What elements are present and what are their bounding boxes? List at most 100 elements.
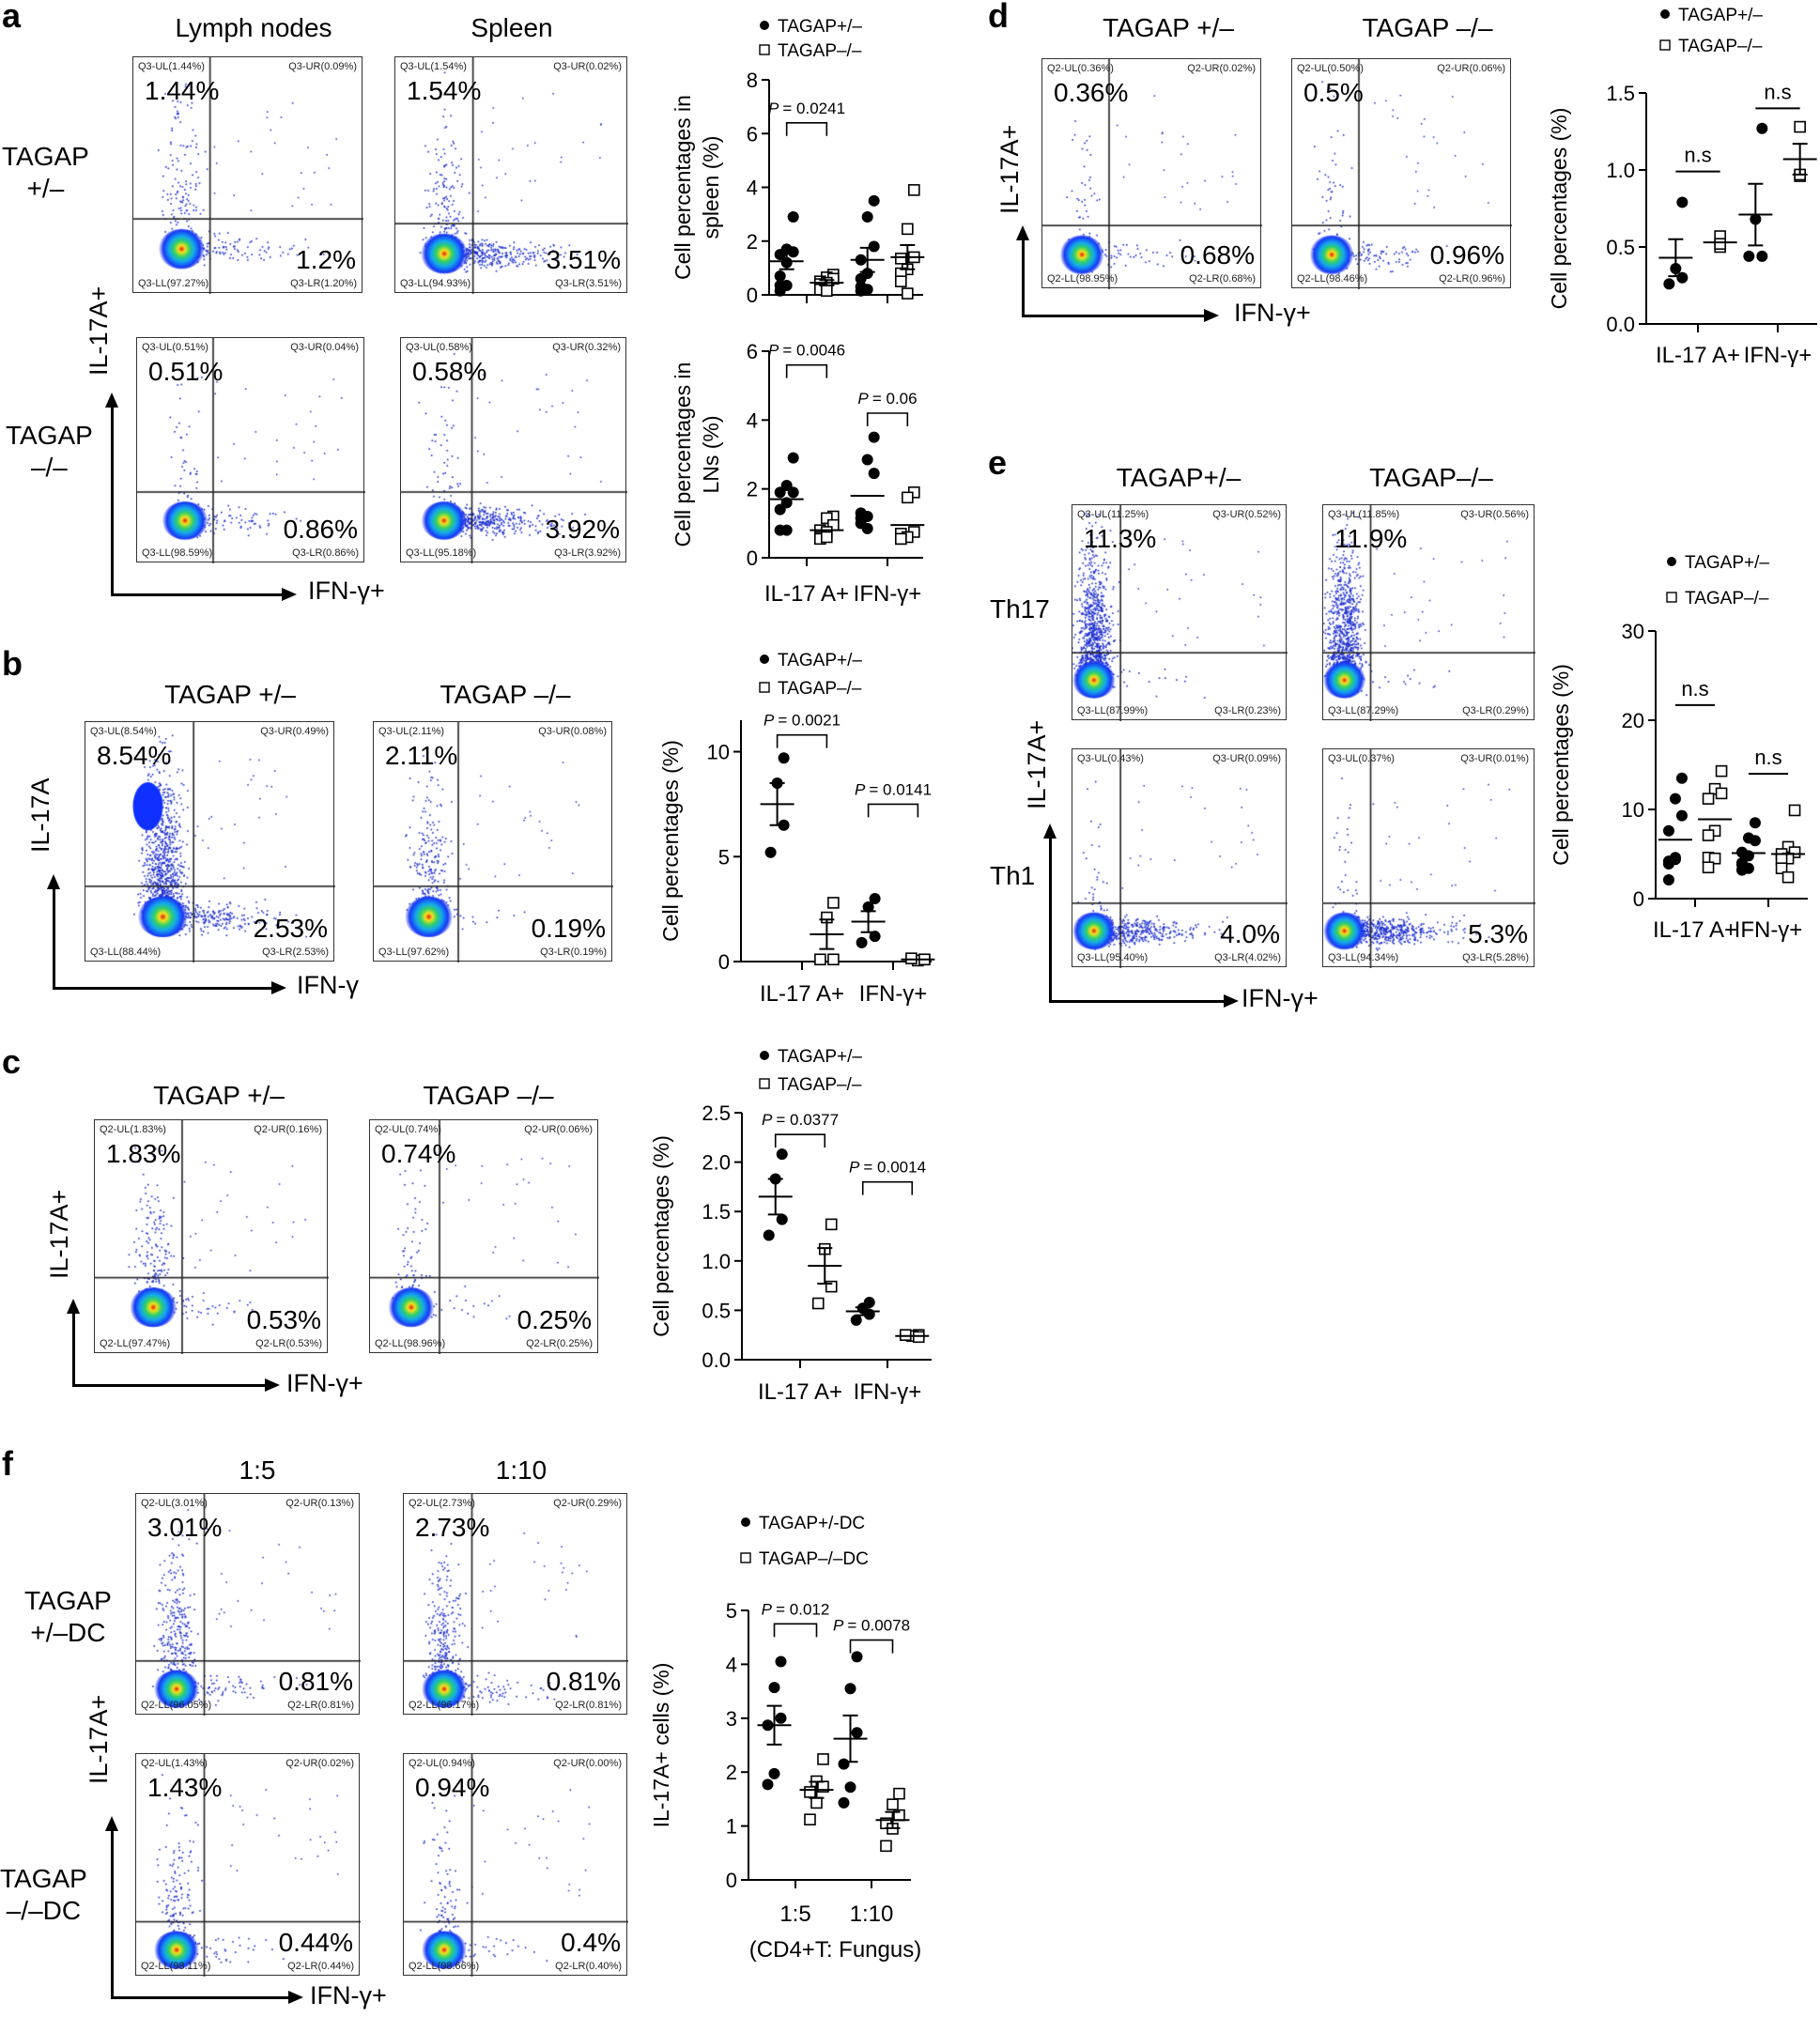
data-point-ko — [902, 223, 914, 236]
y-tick-label: 0.0 — [702, 1348, 731, 1372]
y-tick-label: 1 — [726, 1815, 737, 1839]
y-axis-arrow — [71, 1308, 75, 1385]
flow-cytometry-plot: Q3-UL(1.44%) Q3-UR(0.09%) Q3-LL(97.27%) Q3-… — [132, 56, 363, 294]
arrowhead-up-icon — [67, 1299, 80, 1314]
y-axis-arrow — [110, 402, 114, 594]
quadrant-ur-label: Q3-UR(0.52%) — [1212, 509, 1281, 520]
column-title: Lymph nodes — [175, 13, 332, 42]
lower-right-percentage: 5.3% — [1468, 919, 1528, 948]
quadrant-ll-label: Q3-LL(88.44%) — [90, 947, 162, 958]
row-label: TAGAP –/– — [6, 421, 93, 482]
y-axis-label: Cell percentages (%) — [1547, 108, 1571, 310]
data-point-het — [856, 936, 868, 948]
y-tick-label: 1.0 — [702, 1250, 731, 1273]
quadrant-ur-label: Q3-UR(0.08%) — [538, 726, 607, 737]
lower-right-percentage: 0.68% — [1180, 240, 1255, 269]
significance-bracket — [866, 412, 909, 426]
panel-label-e: e — [988, 443, 1008, 482]
quadrant-ul-label: Q3-UL(0.58%) — [406, 342, 472, 353]
legend-label: TAGAP+/– — [1678, 6, 1763, 25]
data-point-ko — [1715, 787, 1728, 800]
data-point-het — [775, 1712, 787, 1724]
data-point-het — [838, 1796, 850, 1809]
data-point-ko — [821, 285, 833, 298]
y-tick-label: 0 — [747, 284, 758, 307]
data-point-het — [775, 1655, 787, 1668]
quadrant-lr-label: Q3-LR(2.53%) — [262, 947, 329, 958]
legend-label: TAGAP+/-DC — [759, 1514, 865, 1533]
density-plot — [85, 722, 335, 962]
arrowhead-up-icon — [1016, 225, 1029, 240]
quadrant-lr-label: Q3-LR(0.23%) — [1214, 705, 1281, 716]
density-plot — [1323, 749, 1535, 968]
arrowhead-up-icon — [1043, 824, 1057, 839]
data-point-het — [1676, 271, 1689, 284]
column-title: TAGAP +/– — [164, 680, 296, 709]
data-point-het — [787, 486, 799, 499]
data-point-het — [838, 1758, 850, 1770]
density-plot — [1292, 59, 1512, 289]
upper-left-percentage: 1.43% — [147, 1773, 223, 1802]
y-tick-label: 5 — [726, 1599, 737, 1623]
flow-cytometry-plot: Q2-UL(3.01%) Q2-UR(0.13%) Q2-LL(96.05%) Q2-… — [135, 1493, 361, 1716]
ns-label: n.s — [1754, 746, 1781, 769]
data-point-ko — [1794, 120, 1806, 133]
column-title: TAGAP–/– — [1369, 463, 1493, 492]
row-label: TAGAP +/–DC — [24, 1586, 112, 1647]
data-point-het — [1669, 854, 1681, 866]
data-point-het — [855, 272, 867, 285]
quadrant-ul-label: Q2-UL(0.50%) — [1297, 63, 1364, 74]
x-tick-label: IL-17 A+ — [760, 981, 844, 1007]
density-plot — [136, 1494, 361, 1716]
flow-x-axis-label: IFN-γ — [297, 971, 359, 999]
quadrant-ur-label: Q3-UR(0.56%) — [1460, 509, 1529, 520]
density-plot — [374, 722, 613, 962]
chart-d — [1639, 9, 1817, 332]
quadrant-lr-label: Q3-LR(5.28%) — [1462, 952, 1529, 963]
x-axis-arrow — [71, 1383, 266, 1387]
flow-x-axis-label: IFN-γ+ — [310, 1981, 387, 2009]
p-value-label: P = 0.0046 — [768, 342, 845, 360]
x-tick-label: IFN-γ+ — [859, 981, 928, 1007]
data-point-ko — [1715, 764, 1728, 778]
data-point-het — [774, 486, 786, 499]
quadrant-lr-label: Q2-LR(0.81%) — [287, 1700, 354, 1711]
y-tick-label: 3 — [726, 1707, 737, 1731]
data-point-het — [869, 931, 881, 943]
flow-cytometry-plot: Q3-UL(0.51%) Q3-UR(0.04%) Q3-LL(98.59%) Q3-… — [136, 337, 365, 563]
quadrant-lr-label: Q3-LR(4.02%) — [1214, 952, 1281, 963]
data-point-ko — [804, 1786, 816, 1798]
y-tick-label: 0 — [718, 950, 730, 974]
data-point-ko — [905, 952, 918, 964]
quadrant-ul-label: Q2-UL(0.94%) — [409, 1758, 475, 1769]
quadrant-ll-label: Q2-LL(98.66%) — [409, 1961, 480, 1972]
quadrant-ur-label: Q3-UR(0.32%) — [552, 342, 621, 353]
legend-marker-open-square-icon — [740, 1552, 751, 1563]
flow-cytometry-plot: Q3-UL(1.54%) Q3-UR(0.02%) Q3-LL(94.93%) Q3-… — [394, 56, 628, 294]
upper-left-percentage: 0.5% — [1303, 78, 1364, 107]
flow-cytometry-plot: Q2-UL(1.43%) Q2-UR(0.02%) Q2-LL(98.11%) Q2-… — [135, 1753, 361, 1977]
quadrant-ll-label: Q3-LL(94.34%) — [1328, 952, 1399, 963]
quadrant-ul-label: Q2-UL(1.83%) — [100, 1124, 166, 1135]
data-point-ko — [827, 953, 840, 966]
legend-label: TAGAP–/– — [778, 679, 862, 699]
quadrant-ll-label: Q2-LL(97.47%) — [100, 1338, 171, 1349]
data-point-ko — [895, 253, 907, 265]
y-axis-label: LNs (%) — [699, 415, 723, 493]
density-plot — [404, 1754, 628, 1977]
data-point-ko — [804, 1813, 816, 1826]
y-axis-arrow — [1048, 833, 1052, 1001]
quadrant-lr-label: Q2-LR(0.68%) — [1189, 273, 1256, 285]
y-tick-label: 2 — [747, 478, 758, 501]
upper-left-percentage: 11.3% — [1084, 524, 1157, 553]
x-tick-label: IL-17 A+ — [758, 1379, 842, 1405]
flow-x-axis-label: IFN-γ+ — [1242, 984, 1319, 1012]
legend-marker-filled-circle-icon — [1660, 9, 1670, 19]
upper-left-percentage: 1.44% — [145, 76, 220, 105]
quadrant-ll-label: Q3-LL(94.93%) — [400, 278, 471, 289]
data-point-ko — [1702, 861, 1715, 874]
y-tick-label: 0 — [726, 1869, 737, 1892]
legend-label: TAGAP–/– — [778, 41, 862, 61]
x-axis-arrow — [1048, 999, 1225, 1003]
lower-right-percentage: 3.51% — [546, 245, 621, 274]
